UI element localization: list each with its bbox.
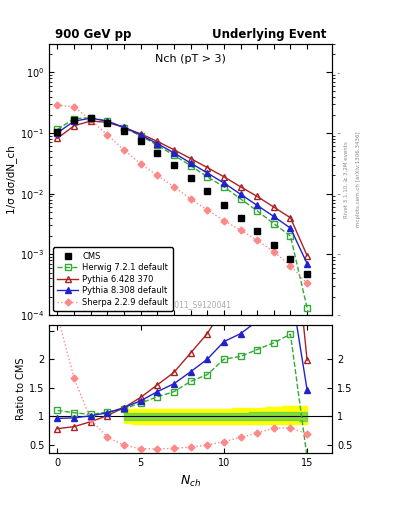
Text: Nch (pT > 3): Nch (pT > 3): [155, 54, 226, 65]
Text: CMS_2011_S9120041: CMS_2011_S9120041: [150, 301, 231, 309]
Text: 900 GeV pp: 900 GeV pp: [55, 28, 131, 41]
Text: mcplots.cern.ch [arXiv:1306.3436]: mcplots.cern.ch [arXiv:1306.3436]: [356, 132, 361, 227]
X-axis label: $N_{ch}$: $N_{ch}$: [180, 474, 201, 488]
Y-axis label: Ratio to CMS: Ratio to CMS: [16, 358, 26, 420]
Text: Underlying Event: Underlying Event: [212, 28, 327, 41]
Text: Rivet 3.1.10, ≥ 3.2M events: Rivet 3.1.10, ≥ 3.2M events: [344, 141, 349, 218]
Y-axis label: 1/σ dσ/dN_ch: 1/σ dσ/dN_ch: [6, 145, 17, 214]
Legend: CMS, Herwig 7.2.1 default, Pythia 6.428 370, Pythia 8.308 default, Sherpa 2.2.9 : CMS, Herwig 7.2.1 default, Pythia 6.428 …: [53, 247, 173, 311]
